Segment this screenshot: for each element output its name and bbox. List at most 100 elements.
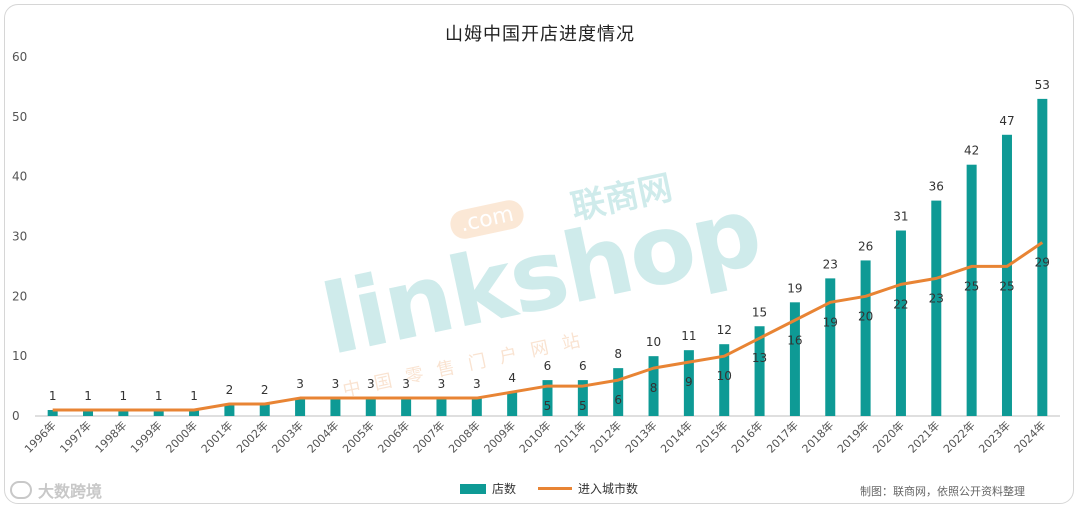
bar-value-label: 23 bbox=[823, 257, 838, 271]
legend-line-label: 进入城市数 bbox=[578, 482, 639, 496]
bar-value-label: 2 bbox=[226, 383, 234, 397]
bar-value-label: 2 bbox=[261, 383, 269, 397]
x-tick-label: 2022年 bbox=[940, 418, 977, 455]
line-value-label: 23 bbox=[929, 291, 944, 305]
bar-2009年 bbox=[507, 392, 518, 416]
x-tick-label: 2013年 bbox=[622, 418, 659, 455]
x-tick-label: 2000年 bbox=[163, 418, 200, 455]
bar-2022年 bbox=[966, 164, 977, 416]
x-tick-label: 2018年 bbox=[799, 418, 836, 455]
x-tick-label: 2006年 bbox=[375, 418, 412, 455]
y-tick-label: 20 bbox=[12, 289, 27, 303]
bar-value-label: 1 bbox=[155, 389, 163, 403]
bar-2012年 bbox=[613, 368, 624, 416]
line-value-label: 13 bbox=[752, 351, 767, 365]
bar-1999年 bbox=[153, 410, 164, 416]
line-value-label: 20 bbox=[858, 309, 873, 323]
legend-bar-label: 店数 bbox=[492, 482, 517, 496]
bar-2014年 bbox=[683, 350, 694, 416]
bar-value-label: 53 bbox=[1035, 78, 1050, 92]
bar-2008年 bbox=[471, 398, 482, 416]
brand-watermark-text: 大数跨境 bbox=[38, 482, 103, 501]
line-value-label: 22 bbox=[893, 297, 908, 311]
line-value-label: 29 bbox=[1035, 255, 1050, 269]
source-note: 制图：联商网，依照公开资料整理 bbox=[860, 485, 1025, 498]
x-tick-label: 2023年 bbox=[976, 418, 1013, 455]
x-tick-label: 2010年 bbox=[516, 418, 553, 455]
x-tick-label: 2004年 bbox=[304, 418, 341, 455]
x-tick-label: 2008年 bbox=[445, 418, 482, 455]
bar-value-label: 11 bbox=[681, 329, 696, 343]
bar-2024年 bbox=[1037, 98, 1048, 416]
bar-value-label: 47 bbox=[999, 114, 1014, 128]
x-tick-label: 2016年 bbox=[728, 418, 765, 455]
y-tick-label: 10 bbox=[12, 349, 27, 363]
y-tick-label: 0 bbox=[12, 409, 20, 423]
bar-2000年 bbox=[189, 410, 200, 416]
line-value-label: 25 bbox=[964, 279, 979, 293]
line-value-label: 5 bbox=[579, 399, 587, 413]
x-tick-label: 2001年 bbox=[198, 418, 235, 455]
x-tick-label: 2011年 bbox=[551, 418, 588, 455]
chart-title: 山姆中国开店进度情况 bbox=[445, 24, 635, 45]
bar-2004年 bbox=[330, 398, 341, 416]
bar-value-label: 19 bbox=[787, 281, 802, 295]
bar-1998年 bbox=[118, 410, 129, 416]
bar-2010年 bbox=[542, 380, 553, 416]
bar-value-label: 1 bbox=[84, 389, 92, 403]
bar-value-label: 1 bbox=[120, 389, 128, 403]
bar-value-label: 3 bbox=[296, 377, 304, 391]
x-tick-label: 2005年 bbox=[339, 418, 376, 455]
bar-value-label: 12 bbox=[717, 323, 732, 337]
bar-value-label: 15 bbox=[752, 305, 767, 319]
bar-value-label: 3 bbox=[367, 377, 375, 391]
bar-value-label: 6 bbox=[544, 359, 552, 373]
line-series-cities bbox=[52, 241, 1044, 412]
line-value-label: 16 bbox=[787, 333, 802, 347]
bar-2016年 bbox=[754, 326, 765, 416]
x-tick-label: 2020年 bbox=[870, 418, 907, 455]
line-value-label: 10 bbox=[717, 369, 732, 383]
x-tick-label: 1998年 bbox=[92, 418, 129, 455]
brand-watermark: 大数跨境 bbox=[10, 478, 102, 502]
bar-value-label: 36 bbox=[929, 180, 944, 194]
bar-2019年 bbox=[860, 260, 871, 416]
x-tick-label: 2002年 bbox=[233, 418, 270, 455]
y-tick-label: 50 bbox=[12, 110, 27, 124]
bar-2013年 bbox=[648, 356, 659, 416]
line-value-label: 19 bbox=[823, 315, 838, 329]
x-tick-label: 2015年 bbox=[693, 418, 730, 455]
bar-2005年 bbox=[365, 398, 376, 416]
bar-2001年 bbox=[224, 404, 235, 416]
bar-2006年 bbox=[401, 398, 412, 416]
chart-frame bbox=[4, 4, 1074, 504]
bar-value-label: 3 bbox=[402, 377, 410, 391]
line-value-label: 6 bbox=[614, 393, 622, 407]
bar-value-label: 26 bbox=[858, 239, 873, 253]
x-tick-label: 2019年 bbox=[834, 418, 871, 455]
line-value-label: 25 bbox=[999, 279, 1014, 293]
x-tick-label: 2007年 bbox=[410, 418, 447, 455]
x-tick-label: 1997年 bbox=[57, 418, 94, 455]
bar-value-label: 31 bbox=[893, 210, 908, 224]
bar-value-label: 6 bbox=[579, 359, 587, 373]
bar-value-label: 3 bbox=[473, 377, 481, 391]
x-tick-label: 2021年 bbox=[905, 418, 942, 455]
bar-value-label: 1 bbox=[190, 389, 198, 403]
bar-2021年 bbox=[931, 200, 942, 416]
bar-2017年 bbox=[789, 302, 800, 416]
bar-2018年 bbox=[825, 278, 836, 416]
bar-2023年 bbox=[1001, 134, 1012, 417]
line-value-label: 5 bbox=[544, 399, 552, 413]
x-tick-label: 2009年 bbox=[481, 418, 518, 455]
bar-2003年 bbox=[295, 398, 306, 416]
line-value-label: 8 bbox=[650, 381, 658, 395]
y-tick-label: 40 bbox=[12, 170, 27, 184]
legend: 店数 进入城市数 bbox=[460, 480, 638, 497]
bar-value-label: 42 bbox=[964, 144, 979, 158]
x-tick-label: 2012年 bbox=[587, 418, 624, 455]
bar-2015年 bbox=[719, 344, 730, 416]
x-tick-label: 2017年 bbox=[764, 418, 801, 455]
legend-bar-swatch bbox=[460, 483, 486, 494]
